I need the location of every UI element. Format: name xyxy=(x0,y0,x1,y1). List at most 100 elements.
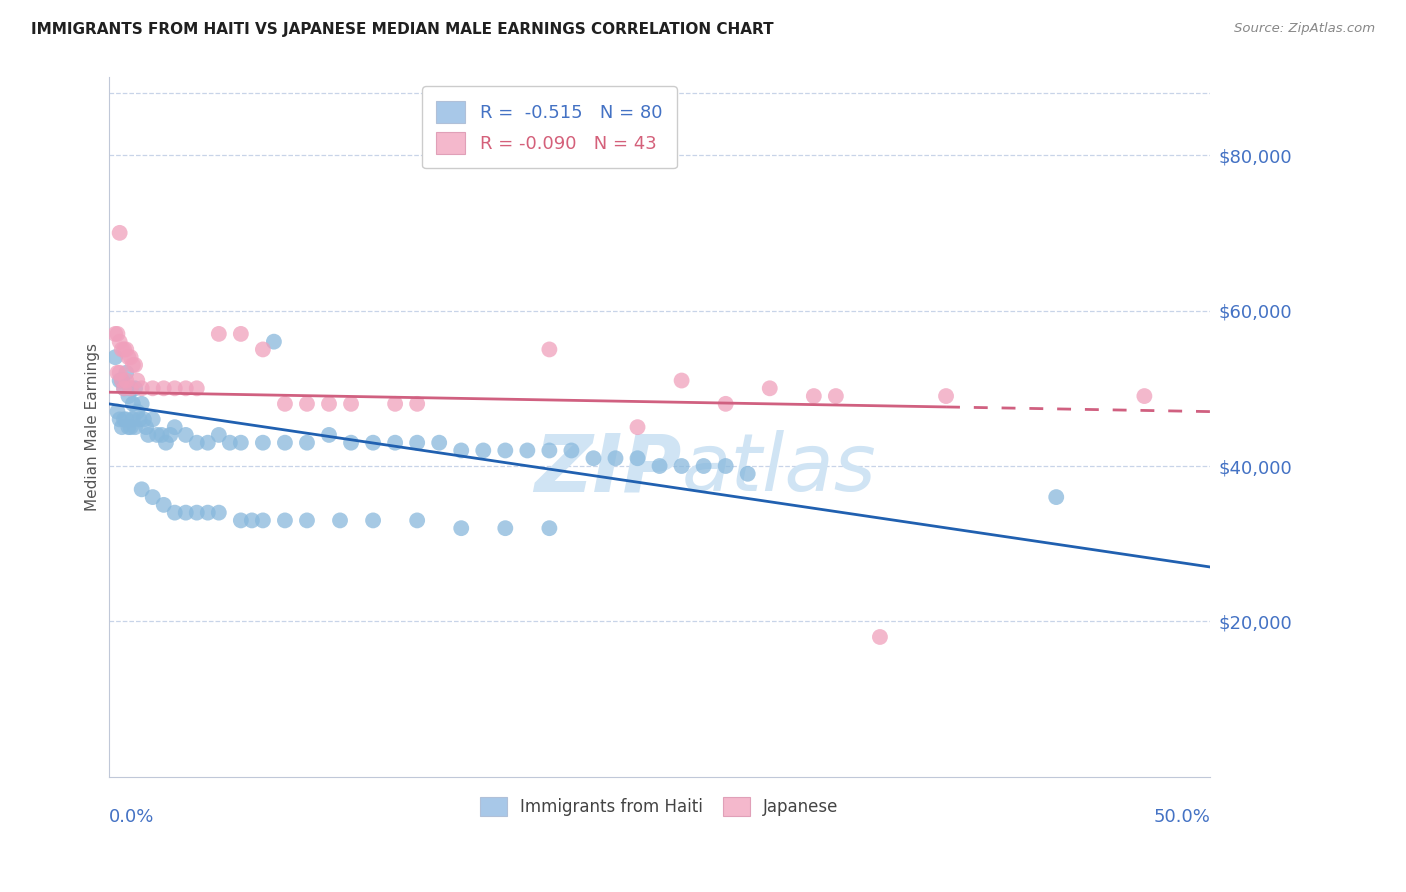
Point xyxy=(252,343,274,357)
Point xyxy=(803,389,825,403)
Point xyxy=(135,420,157,434)
Point xyxy=(406,435,429,450)
Point xyxy=(108,334,131,349)
Point xyxy=(120,420,142,434)
Point xyxy=(111,343,134,357)
Point xyxy=(104,326,127,341)
Point xyxy=(318,397,340,411)
Point xyxy=(229,435,252,450)
Point xyxy=(1045,490,1067,504)
Point xyxy=(108,226,131,240)
Point xyxy=(131,381,153,395)
Point xyxy=(122,397,145,411)
Point xyxy=(150,428,173,442)
Point xyxy=(163,420,186,434)
Point xyxy=(758,381,780,395)
Point xyxy=(626,451,648,466)
Point xyxy=(197,506,219,520)
Point xyxy=(186,506,208,520)
Point xyxy=(155,435,177,450)
Point xyxy=(240,513,263,527)
Point xyxy=(605,451,627,466)
Point xyxy=(142,412,165,426)
Point xyxy=(329,513,352,527)
Point xyxy=(427,435,450,450)
Point xyxy=(152,498,174,512)
Point xyxy=(714,458,737,473)
Text: Source: ZipAtlas.com: Source: ZipAtlas.com xyxy=(1234,22,1375,36)
Point xyxy=(124,358,146,372)
Point xyxy=(163,381,186,395)
Point xyxy=(472,443,495,458)
Point xyxy=(124,420,146,434)
Point xyxy=(142,381,165,395)
Point xyxy=(538,443,561,458)
Point xyxy=(340,397,363,411)
Point xyxy=(111,374,134,388)
Point xyxy=(560,443,582,458)
Point xyxy=(108,374,131,388)
Point xyxy=(737,467,759,481)
Point xyxy=(163,506,186,520)
Point xyxy=(120,381,142,395)
Point xyxy=(115,412,138,426)
Point xyxy=(208,506,231,520)
Point xyxy=(582,451,605,466)
Point xyxy=(516,443,538,458)
Point xyxy=(384,397,406,411)
Point xyxy=(869,630,891,644)
Point xyxy=(112,343,135,357)
Point xyxy=(1133,389,1156,403)
Point xyxy=(112,381,135,395)
Point xyxy=(174,506,197,520)
Point xyxy=(218,435,240,450)
Point xyxy=(120,381,142,395)
Point xyxy=(142,490,165,504)
Point xyxy=(824,389,846,403)
Point xyxy=(692,458,714,473)
Point xyxy=(124,381,146,395)
Point xyxy=(186,381,208,395)
Point xyxy=(107,404,129,418)
Point xyxy=(229,326,252,341)
Point xyxy=(117,420,139,434)
Point xyxy=(208,428,231,442)
Point xyxy=(127,374,149,388)
Point xyxy=(935,389,957,403)
Point xyxy=(111,420,134,434)
Text: 0.0%: 0.0% xyxy=(108,808,155,826)
Point xyxy=(208,326,231,341)
Point xyxy=(131,483,153,497)
Point xyxy=(494,443,516,458)
Point xyxy=(450,521,472,535)
Point xyxy=(115,343,138,357)
Point xyxy=(406,513,429,527)
Point xyxy=(104,350,127,364)
Point xyxy=(197,435,219,450)
Point xyxy=(108,412,131,426)
Point xyxy=(108,366,131,380)
Point xyxy=(122,358,145,372)
Point xyxy=(406,397,429,411)
Point xyxy=(295,435,318,450)
Point xyxy=(263,334,285,349)
Point xyxy=(107,366,129,380)
Point xyxy=(538,521,561,535)
Point xyxy=(131,397,153,411)
Point xyxy=(174,428,197,442)
Point xyxy=(361,513,384,527)
Point xyxy=(115,366,138,380)
Point xyxy=(117,389,139,403)
Point xyxy=(274,513,297,527)
Point xyxy=(714,397,737,411)
Text: IMMIGRANTS FROM HAITI VS JAPANESE MEDIAN MALE EARNINGS CORRELATION CHART: IMMIGRANTS FROM HAITI VS JAPANESE MEDIAN… xyxy=(31,22,773,37)
Point xyxy=(112,412,135,426)
Point xyxy=(318,428,340,442)
Point xyxy=(450,443,472,458)
Point xyxy=(274,435,297,450)
Point xyxy=(648,458,671,473)
Text: ZIP: ZIP xyxy=(534,430,682,508)
Point xyxy=(111,374,134,388)
Point xyxy=(112,381,135,395)
Legend: Immigrants from Haiti, Japanese: Immigrants from Haiti, Japanese xyxy=(472,789,846,824)
